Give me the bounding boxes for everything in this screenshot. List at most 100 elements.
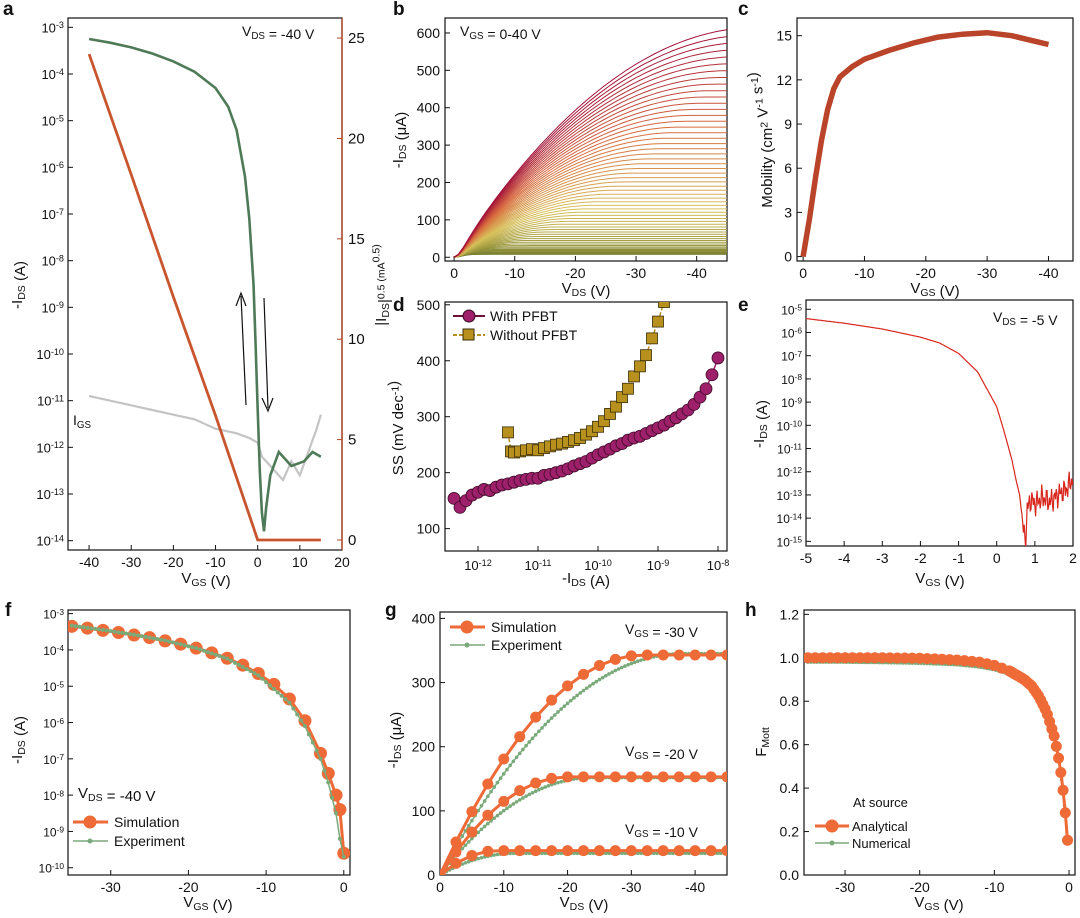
experiment-point (533, 789, 538, 794)
simulation-point (721, 845, 727, 857)
simulation-point (562, 771, 574, 783)
panel-d-xtick-label: 10-10 (584, 558, 612, 573)
arrow-down-icon (261, 297, 274, 413)
with-pfbt-point (447, 492, 461, 505)
output-curve (453, 63, 727, 258)
experiment-point (479, 827, 484, 832)
simulation-point (546, 772, 558, 784)
panel-h-ytick-label: 0.4 (780, 780, 800, 796)
experiment-point (283, 697, 288, 702)
experiment-point (556, 851, 560, 855)
panel-g-ytick-label: 300 (412, 675, 436, 691)
panel-letter-d: d (393, 295, 405, 316)
panel-d-xtick-label: 10-8 (707, 558, 730, 573)
experiment-point (334, 811, 339, 816)
experiment-point (511, 802, 516, 806)
output-curve (453, 172, 727, 258)
output-curve (453, 36, 727, 258)
output-curve (453, 226, 727, 258)
experiment-point (470, 836, 474, 841)
output-curve (453, 229, 727, 258)
panel-h-xlabel: VGS (V) (914, 894, 963, 914)
panel-a-y2-ytick-label: 15 (348, 231, 365, 248)
experiment-point (607, 851, 611, 855)
panel-e-xlabel: VGS (V) (915, 570, 964, 590)
panel-a-ytick-label: 10-9 (41, 300, 64, 315)
simulation-point (689, 771, 701, 783)
panel-f-ytick-label: 10-3 (43, 607, 64, 622)
experiment-point (466, 859, 471, 864)
experiment-point (486, 794, 490, 799)
experiment-point (492, 785, 497, 789)
experiment-point (699, 851, 704, 855)
output-curve (454, 249, 727, 258)
simulation-point (498, 845, 510, 857)
simulation-point (514, 731, 526, 743)
output-curve (453, 143, 727, 258)
panel-b-ytick-label: 400 (417, 100, 441, 116)
simulation-point (562, 845, 574, 857)
panel-e-xtick-label: 2 (1069, 550, 1077, 566)
panel-g-xtick-label: -20 (557, 879, 577, 895)
panel-a-ytick-label: 10-6 (41, 160, 64, 175)
experiment-point (116, 630, 121, 635)
panel-g-xtick-label: -10 (494, 879, 514, 895)
experiment-point (527, 851, 532, 855)
panel-e-ytick-label: 10-15 (777, 535, 803, 550)
experiment-point (244, 667, 249, 672)
legend-numerical-marker (829, 840, 835, 846)
simulation-point (609, 845, 621, 857)
mobility-series-line (800, 29, 1050, 258)
simulation-line (440, 653, 727, 875)
experiment-point (543, 851, 548, 855)
panel-g-xtick-label: -40 (685, 879, 705, 895)
panel-a-xtick-label: -30 (121, 554, 141, 570)
panel-f-ytick-label: 10-8 (43, 788, 64, 803)
simulation-line (71, 624, 346, 854)
panel-b-ytick-label: 0 (432, 249, 440, 265)
transfer-series-line (806, 318, 1073, 546)
simulation-point (689, 845, 701, 857)
output-curve (453, 42, 727, 258)
experiment-point (718, 851, 723, 855)
panel-f-annotation: VDS = -40 V (78, 785, 156, 805)
simulation-point (625, 650, 637, 662)
output-curve (454, 252, 727, 258)
without-pfbt-point (652, 315, 664, 328)
output-curve (453, 220, 727, 258)
panel-b-ytick-label: 500 (417, 62, 441, 78)
panel-e-xtick-label: -1 (952, 550, 965, 566)
panel-d: d 10-12 10-11 10-10 10-9 10-8 100 200 300 400 500 W… (385, 295, 730, 590)
experiment-point (505, 767, 509, 772)
igs-inline-label: IGS (73, 412, 92, 431)
panel-h-ytick-label: 0.8 (780, 693, 800, 709)
legend-simulation-marker (83, 815, 97, 829)
experiment-point (198, 647, 203, 652)
panel-e-xtick-label: 1 (1031, 550, 1039, 566)
panel-d-xtick-label: 10-9 (647, 558, 670, 573)
experiment-point (108, 629, 113, 634)
panel-e-ytick-label: 10-7 (781, 349, 802, 364)
experiment-point (527, 740, 532, 744)
panel-a-xtick-label: -10 (205, 554, 225, 570)
panel-f-frame (67, 609, 351, 876)
simulation-point (530, 845, 542, 857)
panel-b-xlabel: VDS (V) (562, 280, 611, 300)
experiment-point (549, 716, 554, 720)
analytical-point (1055, 766, 1067, 778)
analytical-point (1053, 752, 1065, 764)
output-curve (454, 245, 727, 258)
panel-e-ytick-label: 10-13 (777, 488, 803, 503)
panel-g-ytick-label: 100 (412, 803, 436, 819)
experiment-point (124, 631, 129, 636)
with-pfbt-point (705, 368, 719, 382)
output-curve (453, 56, 727, 258)
experiment-point (221, 655, 226, 660)
simulation-point (609, 771, 621, 783)
experiment-line (71, 624, 345, 857)
experiment-point (524, 743, 528, 748)
legend-experiment-marker (87, 838, 93, 844)
experiment-point (466, 840, 471, 844)
experiment-point (236, 662, 241, 667)
